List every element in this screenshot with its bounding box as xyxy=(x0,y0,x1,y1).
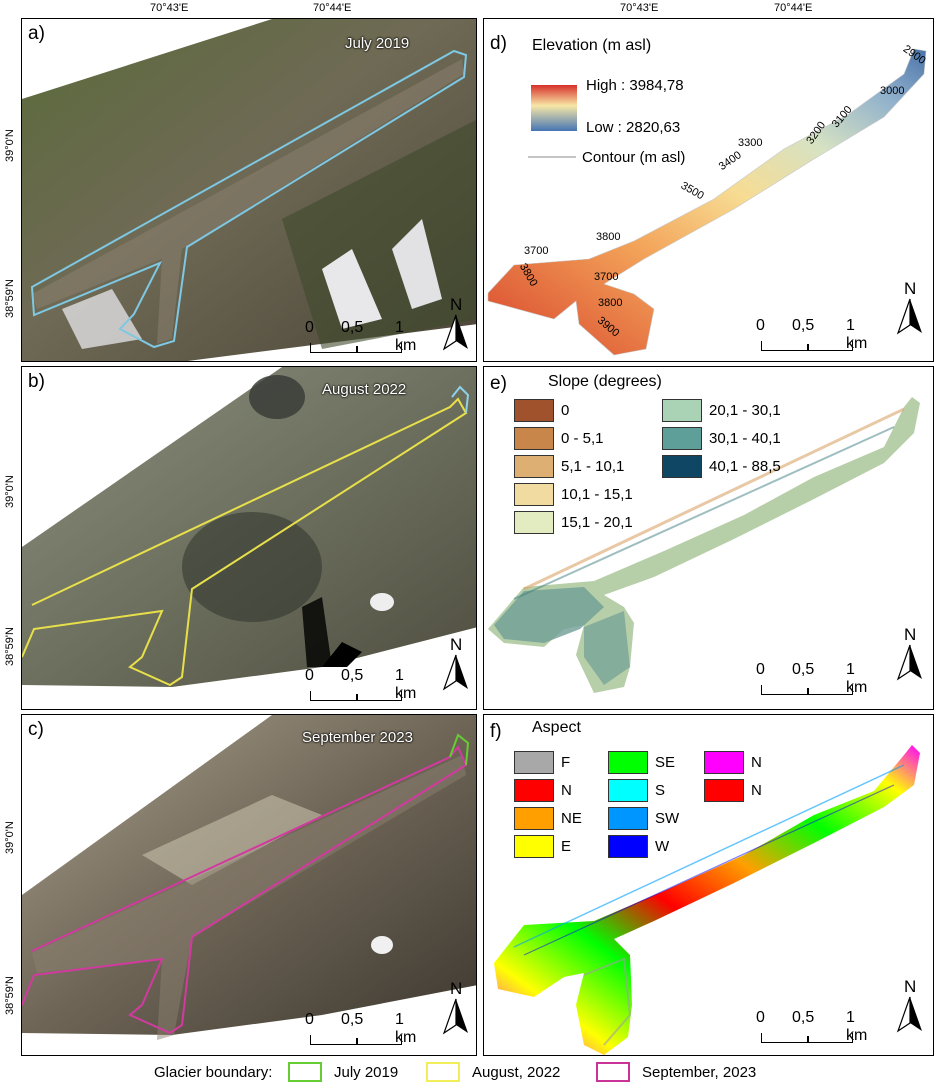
aspect-class-E: E xyxy=(514,835,571,858)
lat-tick-a-2: 38°59'N xyxy=(4,279,16,318)
aspect-class-S: S xyxy=(608,779,665,802)
slope-class-7: 40,1 - 88,5 xyxy=(662,455,781,478)
lon-tick-left-1: 70°43'E xyxy=(150,2,189,14)
panel-f-aspect: f) Aspect F N NE E SE S SW W N N 0 0,5 1… xyxy=(483,714,934,1056)
contour-label: 3800 xyxy=(598,297,623,309)
panel-e-slope: e) Slope (degrees) 0 0 - 5,1 5,1 - 10,1 … xyxy=(483,366,934,710)
panel-label-b: b) xyxy=(28,371,45,392)
north-arrow-a: N xyxy=(440,295,474,353)
legend-label: Glacier boundary: xyxy=(154,1064,273,1081)
panel-b-satellite-2022: b) August 2022 0 0,5 1 km N xyxy=(21,366,477,710)
glacier-outline-2019 xyxy=(30,49,468,349)
slope-class-2: 5,1 - 10,1 xyxy=(514,455,624,478)
north-arrow-b: N xyxy=(440,635,474,693)
contour-label: 3300 xyxy=(738,137,763,149)
lon-tick-left-2: 70°44'E xyxy=(313,2,352,14)
aspect-class-W: W xyxy=(608,835,669,858)
panel-a-satellite-2019: a) July 2019 0 0,5 1 km N xyxy=(21,18,477,362)
slope-title: Slope (degrees) xyxy=(548,373,662,390)
scale-bar-e: 0 0,5 1 km xyxy=(756,661,868,696)
aspect-class-SW: SW xyxy=(608,807,679,830)
aspect-map xyxy=(494,745,920,1055)
panel-label-a: a) xyxy=(28,23,45,44)
panel-title-b: August 2022 xyxy=(322,381,407,398)
panel-c-satellite-2023: c) September 2023 0 0,5 1 km N xyxy=(21,714,477,1056)
lat-tick-b-2: 38°59'N xyxy=(4,627,16,666)
contour-label: 3700 xyxy=(524,245,549,257)
elevation-low: Low : 2820,63 xyxy=(586,119,681,136)
aspect-class-N2: N xyxy=(704,751,762,774)
slope-class-6: 30,1 - 40,1 xyxy=(662,427,781,450)
legend-item-2019: July 2019 xyxy=(334,1064,399,1081)
legend-swatch-2023 xyxy=(596,1062,630,1082)
slope-class-5: 20,1 - 30,1 xyxy=(662,399,781,422)
lon-tick-right-2: 70°44'E xyxy=(774,2,813,14)
panel-label-f: f) xyxy=(490,721,502,742)
legend-swatch-2022 xyxy=(426,1062,460,1082)
slope-class-4: 15,1 - 20,1 xyxy=(514,511,633,534)
panel-title-c: September 2023 xyxy=(302,729,413,746)
slope-class-3: 10,1 - 15,1 xyxy=(514,483,633,506)
contour-label: 3800 xyxy=(596,231,621,243)
scale-bar-a: 0 0,5 1 km xyxy=(305,319,417,354)
legend-swatch-2019 xyxy=(288,1062,322,1082)
north-arrow-f: N xyxy=(894,977,928,1035)
scale-bar-f: 0 0,5 1 km xyxy=(756,1009,868,1044)
legend-item-2022: August, 2022 xyxy=(472,1064,561,1081)
elevation-title: Elevation (m asl) xyxy=(532,37,652,54)
lat-tick-c-1: 39°0'N xyxy=(4,821,16,854)
glacier-boundary-legend: Glacier boundary: July 2019 August, 2022… xyxy=(0,1060,938,1088)
contour-legend: Contour (m asl) xyxy=(582,149,686,166)
glacier-outline-2022 xyxy=(22,397,468,687)
aspect-title: Aspect xyxy=(532,719,581,736)
aspect-class-NE: NE xyxy=(514,807,582,830)
lon-tick-right-1: 70°43'E xyxy=(620,2,659,14)
panel-label-d: d) xyxy=(490,33,507,54)
satellite-image-c xyxy=(22,715,476,1040)
lat-tick-c-2: 38°59'N xyxy=(4,976,16,1015)
panel-title-a: July 2019 xyxy=(345,35,410,52)
satellite-image-a xyxy=(22,19,476,361)
slope-class-1: 0 - 5,1 xyxy=(514,427,604,450)
panel-label-c: c) xyxy=(28,719,44,740)
legend-item-2023: September, 2023 xyxy=(642,1064,757,1081)
scale-bar-d: 0 0,5 1 km xyxy=(756,317,868,352)
north-arrow-c: N xyxy=(440,979,474,1037)
satellite-image-b xyxy=(22,367,476,687)
panel-d-elevation: d) Elevation (m asl) High : 3984,78 Low … xyxy=(483,18,934,362)
glacier-outline-2023 xyxy=(22,745,468,1035)
lat-tick-b-1: 39°0'N xyxy=(4,475,16,508)
aspect-class-N3: N xyxy=(704,779,762,802)
north-arrow-d: N xyxy=(894,279,928,337)
north-arrow-e: N xyxy=(894,625,928,683)
elevation-map xyxy=(487,48,927,356)
slope-map xyxy=(488,397,920,693)
contour-label: 3700 xyxy=(594,271,619,283)
aspect-class-SE: SE xyxy=(608,751,675,774)
panel-label-e: e) xyxy=(490,373,507,394)
slope-class-0: 0 xyxy=(514,399,569,422)
scale-bar-c: 0 0,5 1 km xyxy=(305,1011,417,1046)
elevation-high: High : 3984,78 xyxy=(586,77,684,94)
contour-label: 3000 xyxy=(880,85,905,97)
lat-tick-a-1: 39°0'N xyxy=(4,129,16,162)
aspect-class-F: F xyxy=(514,751,570,774)
scale-bar-b: 0 0,5 1 km xyxy=(305,667,417,702)
aspect-class-N: N xyxy=(514,779,572,802)
